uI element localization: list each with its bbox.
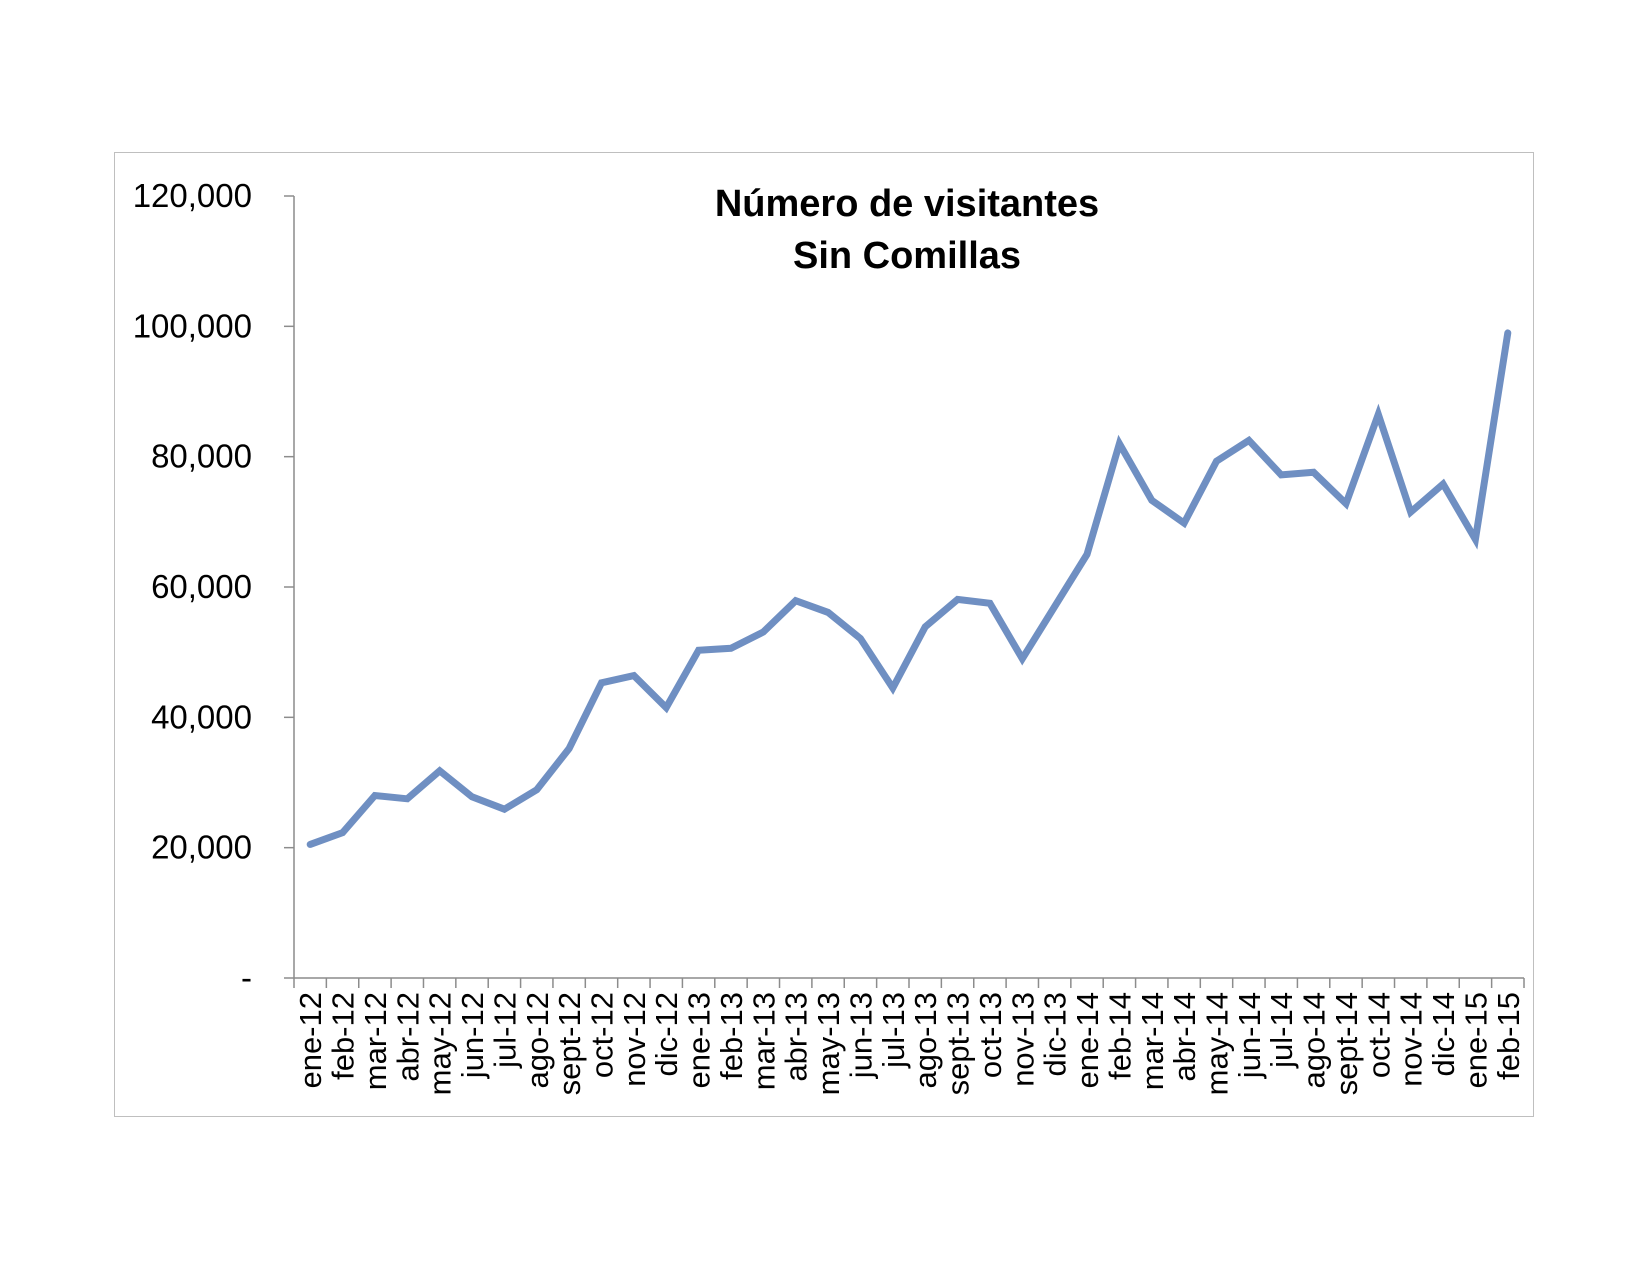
x-tick-label: jul-14 — [1264, 992, 1299, 1069]
x-tick-label: feb-15 — [1491, 992, 1526, 1080]
x-tick-label: feb-12 — [326, 992, 361, 1080]
x-tick-label: jun-14 — [1232, 992, 1267, 1079]
y-tick-label: 60,000 — [151, 568, 252, 605]
x-axis-ticks: ene-12feb-12mar-12abr-12may-12jun-12jul-… — [293, 978, 1526, 1095]
series-group — [306, 329, 1512, 848]
axes — [293, 196, 1524, 979]
x-tick-label: jul-12 — [487, 992, 522, 1069]
x-tick-label: ene-15 — [1458, 992, 1493, 1089]
x-tick-label: sept-13 — [941, 992, 976, 1095]
x-tick-label: ago-13 — [908, 992, 943, 1089]
x-tick-label: may-12 — [423, 992, 458, 1095]
x-tick-label: mar-13 — [746, 992, 781, 1090]
y-tick-label: 120,000 — [133, 177, 252, 214]
x-tick-label: ago-14 — [1297, 992, 1332, 1089]
x-tick-label: dic-12 — [649, 992, 684, 1076]
y-tick-label: 40,000 — [151, 698, 252, 735]
y-tick-label: 100,000 — [133, 307, 252, 344]
chart-title-line-1: Número de visitantes — [715, 183, 1099, 225]
x-tick-label: jul-13 — [876, 992, 911, 1069]
x-tick-label: jun-12 — [455, 992, 490, 1079]
x-tick-label: abr-14 — [1167, 992, 1202, 1082]
x-tick-label: ago-12 — [520, 992, 555, 1089]
x-tick-label: mar-14 — [1135, 992, 1170, 1090]
x-tick-label: oct-12 — [585, 992, 620, 1078]
x-tick-label: dic-13 — [1038, 992, 1073, 1076]
x-tick-label: nov-14 — [1394, 992, 1429, 1087]
x-tick-label: sept-12 — [552, 992, 587, 1095]
x-tick-label: jun-13 — [843, 992, 878, 1079]
x-tick-label: dic-14 — [1426, 992, 1461, 1076]
x-tick-label: mar-12 — [358, 992, 393, 1090]
x-tick-label: ene-14 — [1070, 992, 1105, 1089]
series-line — [306, 329, 1512, 848]
x-tick-label: ene-12 — [293, 992, 328, 1089]
y-tick-label: - — [241, 959, 252, 996]
x-tick-label: nov-13 — [1005, 992, 1040, 1087]
y-tick-label: 20,000 — [151, 829, 252, 866]
chart-title-line-2: Sin Comillas — [793, 235, 1021, 277]
x-tick-label: may-14 — [1200, 992, 1235, 1095]
x-tick-label: feb-14 — [1102, 992, 1137, 1080]
x-tick-label: ene-13 — [682, 992, 717, 1089]
x-tick-label: abr-13 — [779, 992, 814, 1082]
x-tick-label: oct-13 — [973, 992, 1008, 1078]
x-tick-label: abr-12 — [390, 992, 425, 1082]
y-tick-label: 80,000 — [151, 438, 252, 475]
x-tick-label: oct-14 — [1361, 992, 1396, 1078]
x-tick-label: feb-13 — [714, 992, 749, 1080]
y-axis-ticks: - 20,000 40,000 60,000 80,000 100,000 120,000 — [133, 177, 294, 996]
x-tick-label: sept-14 — [1329, 992, 1364, 1095]
x-tick-label: may-13 — [811, 992, 846, 1095]
chart-title: Número de visitantes Sin Comillas — [715, 183, 1099, 277]
x-tick-label: nov-12 — [617, 992, 652, 1087]
chart-frame — [114, 152, 1534, 1117]
